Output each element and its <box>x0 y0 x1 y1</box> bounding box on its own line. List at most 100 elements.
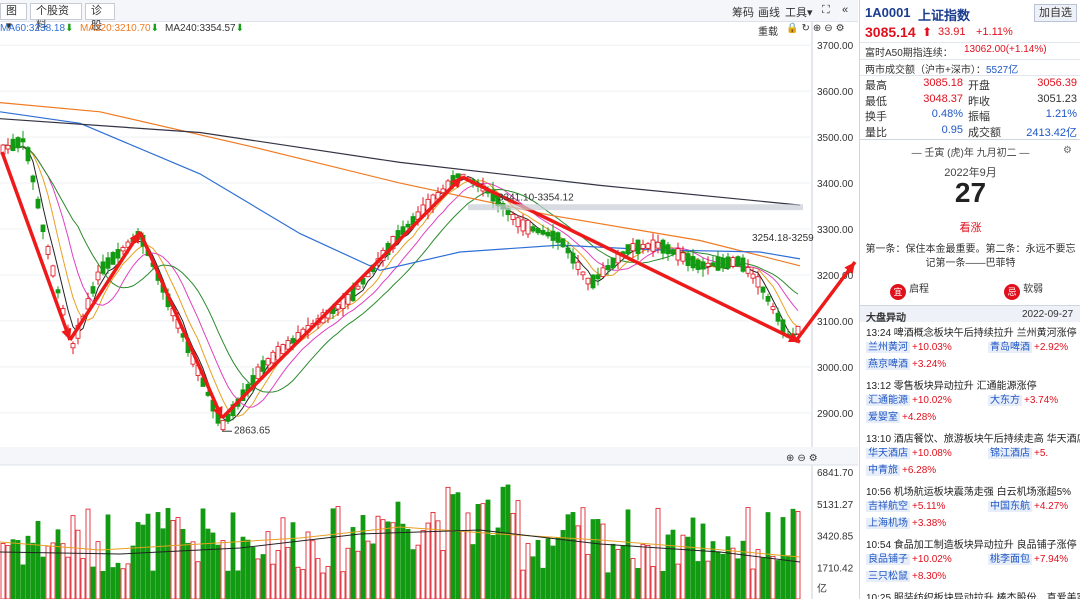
news-item-title[interactable]: 10:56 机场航运板块震荡走强 白云机场涨超5% <box>866 487 1072 498</box>
stock-chip-pct: +3.24% <box>912 359 947 370</box>
volume-bar <box>615 549 621 599</box>
taboo-button[interactable]: 忌 软弱 <box>1004 280 1043 300</box>
volume-bar <box>10 539 16 599</box>
volume-bar <box>425 522 431 599</box>
stock-chip[interactable]: 燕京啤酒 +3.24% <box>866 358 946 372</box>
news-item-title[interactable]: 13:12 零售板块异动拉升 汇通能源涨停 <box>866 381 1037 392</box>
volume-bar <box>110 567 116 599</box>
volume-bar <box>705 560 711 599</box>
candle <box>640 243 646 249</box>
trend-arrow <box>138 231 224 419</box>
stock-chip[interactable]: 大东方 +3.74% <box>988 394 1058 408</box>
a50-label: 富时A50期指连续： <box>865 48 953 59</box>
chips-button[interactable]: 筹码 <box>732 7 754 19</box>
candle <box>680 252 686 262</box>
stock-chip[interactable]: 良品铺子 +10.02% <box>866 553 952 567</box>
volume-bar <box>245 539 251 599</box>
chart-controls[interactable]: 🔒↻⊕⊖⚙ <box>786 23 848 34</box>
volume-bar <box>150 570 156 599</box>
stock-chip[interactable]: 吉祥航空 +5.11% <box>866 500 945 514</box>
stock-chip[interactable]: 上海机场 +3.38% <box>866 517 946 531</box>
volume-bar <box>415 544 421 599</box>
volume-bar <box>450 494 456 599</box>
volume-bar <box>700 523 706 599</box>
volume-header <box>0 447 858 465</box>
volume-bar <box>310 540 316 599</box>
candle <box>70 343 76 349</box>
lunar-date: — 壬寅 (虎)年 九月初二 — <box>911 148 1030 159</box>
settings-icon[interactable]: ⚙ <box>1063 145 1072 156</box>
stat-label: 成交额 <box>968 126 1001 139</box>
stat-label: 昨收 <box>968 95 990 108</box>
volume-bar <box>0 542 6 599</box>
candle <box>690 256 696 269</box>
candle <box>775 312 781 322</box>
volume-bar <box>645 544 651 599</box>
stock-chip-pct: +10.03% <box>912 342 952 353</box>
stock-chip[interactable]: 华天酒店 +10.08% <box>866 447 952 461</box>
volume-unit: 亿 <box>817 582 827 595</box>
stock-chip[interactable]: 中国东航 +4.27% <box>988 500 1068 514</box>
tools-dropdown[interactable]: 工具▾ <box>785 7 813 19</box>
candle <box>260 360 266 372</box>
reload-button[interactable]: 重载 <box>758 27 778 38</box>
volume-bar <box>620 546 626 599</box>
stock-chip-pct: +7.94% <box>1034 554 1069 565</box>
stock-chip-name: 上海机场 <box>866 518 910 529</box>
stock-chip[interactable]: 青岛啤酒 +2.92% <box>988 341 1068 355</box>
kline-chart[interactable]: 3700.00 3600.00 3500.00 3400.00 3300.00 3200.… <box>0 22 858 599</box>
volume-bar <box>505 484 511 599</box>
volume-bar <box>165 507 171 599</box>
volume-bar <box>320 572 326 599</box>
volume-bar <box>135 522 141 599</box>
volume-controls-icon: ⊕⊖⚙ <box>786 453 821 464</box>
stat-label: 振幅 <box>968 111 990 123</box>
stock-chip[interactable]: 汇通能源 +10.02% <box>866 394 952 408</box>
stats-row: 换手 0.48% 振幅 1.21% <box>860 108 1080 123</box>
volume-bar <box>295 566 301 599</box>
volume-bar <box>515 500 521 599</box>
volume-bar <box>300 569 306 599</box>
candle <box>405 223 411 228</box>
auspicious-button[interactable]: 宜 启程 <box>890 280 929 300</box>
stat-value: 3085.18 <box>923 77 963 89</box>
stock-profile-button[interactable]: 个股资料 <box>30 3 82 32</box>
stock-chip-name: 三只松鼠 <box>866 571 910 582</box>
collapse-icon[interactable]: « <box>842 4 849 16</box>
volume-bar <box>770 555 776 599</box>
volume-tick-label: 6841.70 <box>817 468 854 479</box>
volume-bar <box>315 558 321 599</box>
stock-chip[interactable]: 锦江酒店 +5. <box>988 447 1048 461</box>
volume-bar <box>120 568 126 599</box>
stock-chip[interactable]: 兰州黄河 +10.03% <box>866 341 952 355</box>
stock-chip-name: 吉祥航空 <box>866 501 910 512</box>
candle <box>555 232 561 243</box>
low-label: 2863.65 <box>234 426 271 437</box>
stock-chip-pct: +3.38% <box>912 518 947 529</box>
volume-bar <box>595 519 601 599</box>
candle <box>715 256 721 271</box>
candle <box>570 252 576 264</box>
news-item-title[interactable]: 13:10 酒店餐饮、旅游板块午后持续走高 华天酒店涨 <box>866 434 1080 445</box>
stock-chip-name: 青岛啤酒 <box>988 342 1032 353</box>
stock-chip-name: 中青旅 <box>866 465 900 476</box>
candle <box>585 277 591 285</box>
candle <box>630 243 636 252</box>
news-item-title[interactable]: 13:24 啤酒概念板块午后持续拉升 兰州黄河涨停 <box>866 328 1077 339</box>
diagnose-button[interactable]: 诊股 <box>85 3 115 32</box>
news-item-title[interactable]: 10:25 服装纺织板块异动拉升 棒杰股份、真爱美家涨 <box>866 593 1080 599</box>
stock-chip[interactable]: 桃李面包 +7.94% <box>988 553 1068 567</box>
add-favorite-button[interactable]: 加自选 <box>1034 4 1077 22</box>
stock-chip[interactable]: 三只松鼠 +8.30% <box>866 570 946 584</box>
volume-bar <box>360 515 366 599</box>
stock-chip[interactable]: 爱婴室 +4.28% <box>866 411 936 425</box>
stock-chip[interactable]: 中青旅 +6.28% <box>866 464 936 478</box>
period-dropdown[interactable]: 图 ▾ <box>0 3 27 32</box>
calendar-day: 27 <box>954 177 987 208</box>
fullscreen-icon[interactable]: ⛶ <box>822 4 830 16</box>
news-item-title[interactable]: 10:54 食品加工制造板块异动拉升 良品铺子涨停 <box>866 540 1077 551</box>
draw-line-button[interactable]: 画线 <box>758 7 780 19</box>
candle <box>590 274 596 289</box>
candle <box>25 147 31 162</box>
volume-bar <box>5 545 11 599</box>
